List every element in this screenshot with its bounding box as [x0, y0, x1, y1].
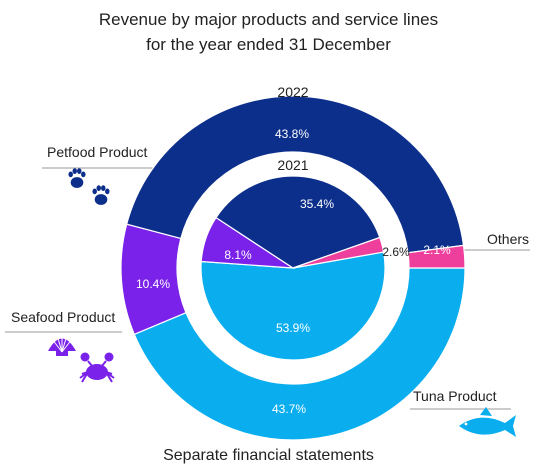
pie-2021-slice-tuna-product [200, 251, 386, 361]
category-label-seafood: Seafood Product [11, 309, 116, 325]
data-label-2022-seafood-product: 10.4% [136, 277, 170, 291]
ring-2022-segment-tuna-product [133, 267, 466, 441]
data-label-2022-others: 2.1% [423, 243, 451, 257]
ring-2022-segment-petfood-product [125, 95, 465, 254]
chart-title-line-1: Revenue by major products and service li… [98, 10, 439, 29]
data-label-2021-tuna-product: 53.9% [276, 321, 310, 335]
category-label-petfood: Petfood Product [47, 144, 148, 160]
data-label-2022-tuna-product: 43.7% [272, 402, 306, 416]
category-label-others: Others [487, 231, 530, 247]
series-label-2021: 2021 [277, 157, 308, 173]
fish-icon [459, 407, 516, 437]
ring-2022-segment-others [407, 244, 466, 269]
data-label-2021-seafood-product: 8.1% [224, 248, 252, 262]
shell-crab-icon [48, 334, 115, 383]
category-label-tuna: Tuna Product [413, 388, 497, 404]
data-label-2021-petfood-product: 35.4% [300, 197, 334, 211]
pie-2021-slice-others [292, 236, 385, 269]
paw-prints-icon [68, 168, 110, 205]
chart-title-line-2: for the year ended 31 December [146, 35, 391, 54]
series-label-2022: 2022 [277, 84, 308, 100]
data-label-2022-petfood-product: 43.8% [275, 127, 309, 141]
data-label-2021-others: 2.6% [382, 245, 410, 259]
chart-footer: Separate financial statements [163, 447, 374, 464]
pie-2021-slice-petfood-product [215, 175, 381, 269]
